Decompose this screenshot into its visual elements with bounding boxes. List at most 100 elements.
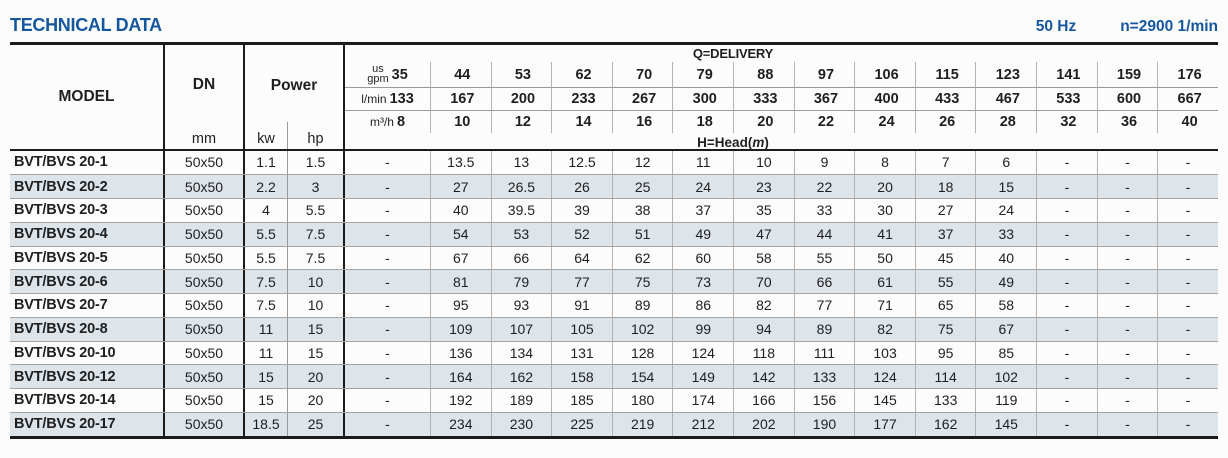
flow-unit-label-line: us <box>372 63 384 75</box>
head-value-cell: 79 <box>490 270 552 293</box>
head-value-cell: - <box>385 321 390 338</box>
flow-value: 97 <box>817 66 835 83</box>
flow-value: 115 <box>935 66 959 83</box>
head-value-cell: 27 <box>430 175 491 198</box>
flow-unit-label: l/min <box>361 92 386 106</box>
flow-column: 88 333 20 <box>733 62 794 133</box>
head-value-cell: 58 <box>733 246 794 270</box>
head-value-cell: - <box>1157 365 1218 388</box>
kw-cell: 15 <box>245 389 288 412</box>
head-value-cell: - <box>385 226 390 243</box>
head-value-cell: 177 <box>854 412 915 436</box>
head-value-cell: 10 <box>733 150 794 175</box>
head-value-cell: 95 <box>430 294 491 317</box>
head-value-cell: 86 <box>672 294 733 317</box>
head-value-cell: 6 <box>975 150 1036 175</box>
model-cell: BVT/BVS 20-8 <box>10 317 165 341</box>
head-value-cell: 189 <box>490 389 552 412</box>
flow-value-cell: 600 <box>1096 88 1158 111</box>
flow-value: 267 <box>632 91 657 107</box>
flow-value-cell: 22 <box>793 111 855 133</box>
hp-cell: 3 <box>288 175 345 198</box>
head-value-cell: 60 <box>672 246 733 270</box>
model-cell: BVT/BVS 20-10 <box>10 341 165 365</box>
flow-value: 70 <box>636 66 653 83</box>
head-value-cell: - <box>385 178 390 195</box>
head-value-cell: 50 <box>854 246 915 270</box>
head-value-cell: 39.5 <box>490 199 552 222</box>
head-value-cell: - <box>1096 222 1158 246</box>
head-value-cell: 40 <box>975 246 1036 270</box>
table-row: BVT/BVS 20-1 50x50 1.1 1.5 - 13.5 13 12.5 12 11 10… <box>10 150 1218 175</box>
head-value-cell: - <box>1157 412 1218 436</box>
hp-cell: 1.5 <box>288 150 345 175</box>
flow-column: 176 667 40 <box>1157 62 1218 133</box>
head-value-cell: 158 <box>551 365 612 388</box>
head-value-cell: - <box>1036 365 1097 388</box>
flow-column: 159 600 36 <box>1096 62 1158 133</box>
head-value-cell: 102 <box>611 317 673 341</box>
dn-cell: 50x50 <box>165 317 245 341</box>
head-value-cell: 102 <box>975 365 1036 388</box>
head-value-cell: 103 <box>854 341 915 365</box>
flow-value: 32 <box>1060 114 1077 130</box>
flow-value-cell: 367 <box>793 88 855 111</box>
flow-value: 44 <box>454 66 471 83</box>
head-value-cell: 75 <box>914 317 976 341</box>
head-value-cell: - <box>385 202 390 219</box>
flow-value-cell: 12 <box>490 111 552 133</box>
flow-value-cell: 300 <box>672 88 734 111</box>
kw-cell: 18.5 <box>245 412 288 436</box>
head-value-cell: 180 <box>611 389 673 412</box>
delivery-label: Q=DELIVERY <box>692 46 774 61</box>
head-value-cell: 89 <box>611 294 673 317</box>
table-header: MODEL DN mm Power kw hp Q=DELIVERY H=Hea… <box>10 45 1218 151</box>
head-value-cell: 71 <box>854 294 915 317</box>
flow-value-cell: 53 <box>490 62 552 88</box>
flow-value: 28 <box>999 114 1016 130</box>
flow-unit-label: m³/h <box>370 115 394 129</box>
flow-value: 367 <box>813 91 839 107</box>
flow-value-cell: 18 <box>672 111 733 133</box>
flow-value-cell: 36 <box>1096 111 1158 133</box>
head-value-cell: - <box>385 154 390 171</box>
head-value-cell: 142 <box>733 365 794 388</box>
power-column-header: Power kw hp <box>245 45 345 149</box>
head-value-cell: 162 <box>914 412 976 436</box>
head-value-cell: 81 <box>430 270 491 293</box>
head-value-cell: 219 <box>611 412 673 436</box>
dn-cell: 50x50 <box>165 412 245 436</box>
head-value-cell: 99 <box>672 317 733 341</box>
model-cell: BVT/BVS 20-4 <box>10 222 165 246</box>
head-value-cell: 24 <box>672 175 733 198</box>
head-value-cell: - <box>1157 246 1218 270</box>
flow-value: 467 <box>995 91 1020 107</box>
flow-value: 300 <box>692 91 717 107</box>
flow-column: 141 533 32 <box>1036 62 1097 133</box>
head-label: H=Head(m) <box>672 135 794 150</box>
hp-cell: 20 <box>288 389 345 412</box>
flow-value-cell: 20 <box>733 111 794 133</box>
head-value-cell: 11 <box>672 150 733 175</box>
head-value-cell: 13 <box>490 150 552 175</box>
kw-cell: 4 <box>245 199 288 222</box>
head-value-cell: 114 <box>914 365 976 388</box>
flow-column: 97 367 22 <box>793 62 855 133</box>
dn-cell: 50x50 <box>165 175 245 198</box>
head-value-cell: - <box>1096 246 1158 270</box>
kw-cell: 5.5 <box>245 222 288 246</box>
model-cell: BVT/BVS 20-3 <box>10 199 165 222</box>
top-bar: TECHNICAL DATA 50 Hz n=2900 1/min <box>0 0 1228 40</box>
head-value-cell: - <box>1036 222 1097 246</box>
head-value-cell: - <box>1157 341 1218 365</box>
hp-cell: 10 <box>288 270 345 293</box>
head-value-cell: - <box>1096 389 1158 412</box>
flow-column: 106 400 24 <box>854 62 915 133</box>
head-value-cell: 33 <box>975 222 1036 246</box>
flow-value-cell: 176 <box>1157 62 1218 88</box>
flow-value-cell: 123 <box>975 62 1037 88</box>
kw-cell: 11 <box>245 317 288 341</box>
head-value-cell: 39 <box>551 199 612 222</box>
flow-value-cell: 10 <box>430 111 491 133</box>
head-value-cell: 128 <box>611 341 673 365</box>
